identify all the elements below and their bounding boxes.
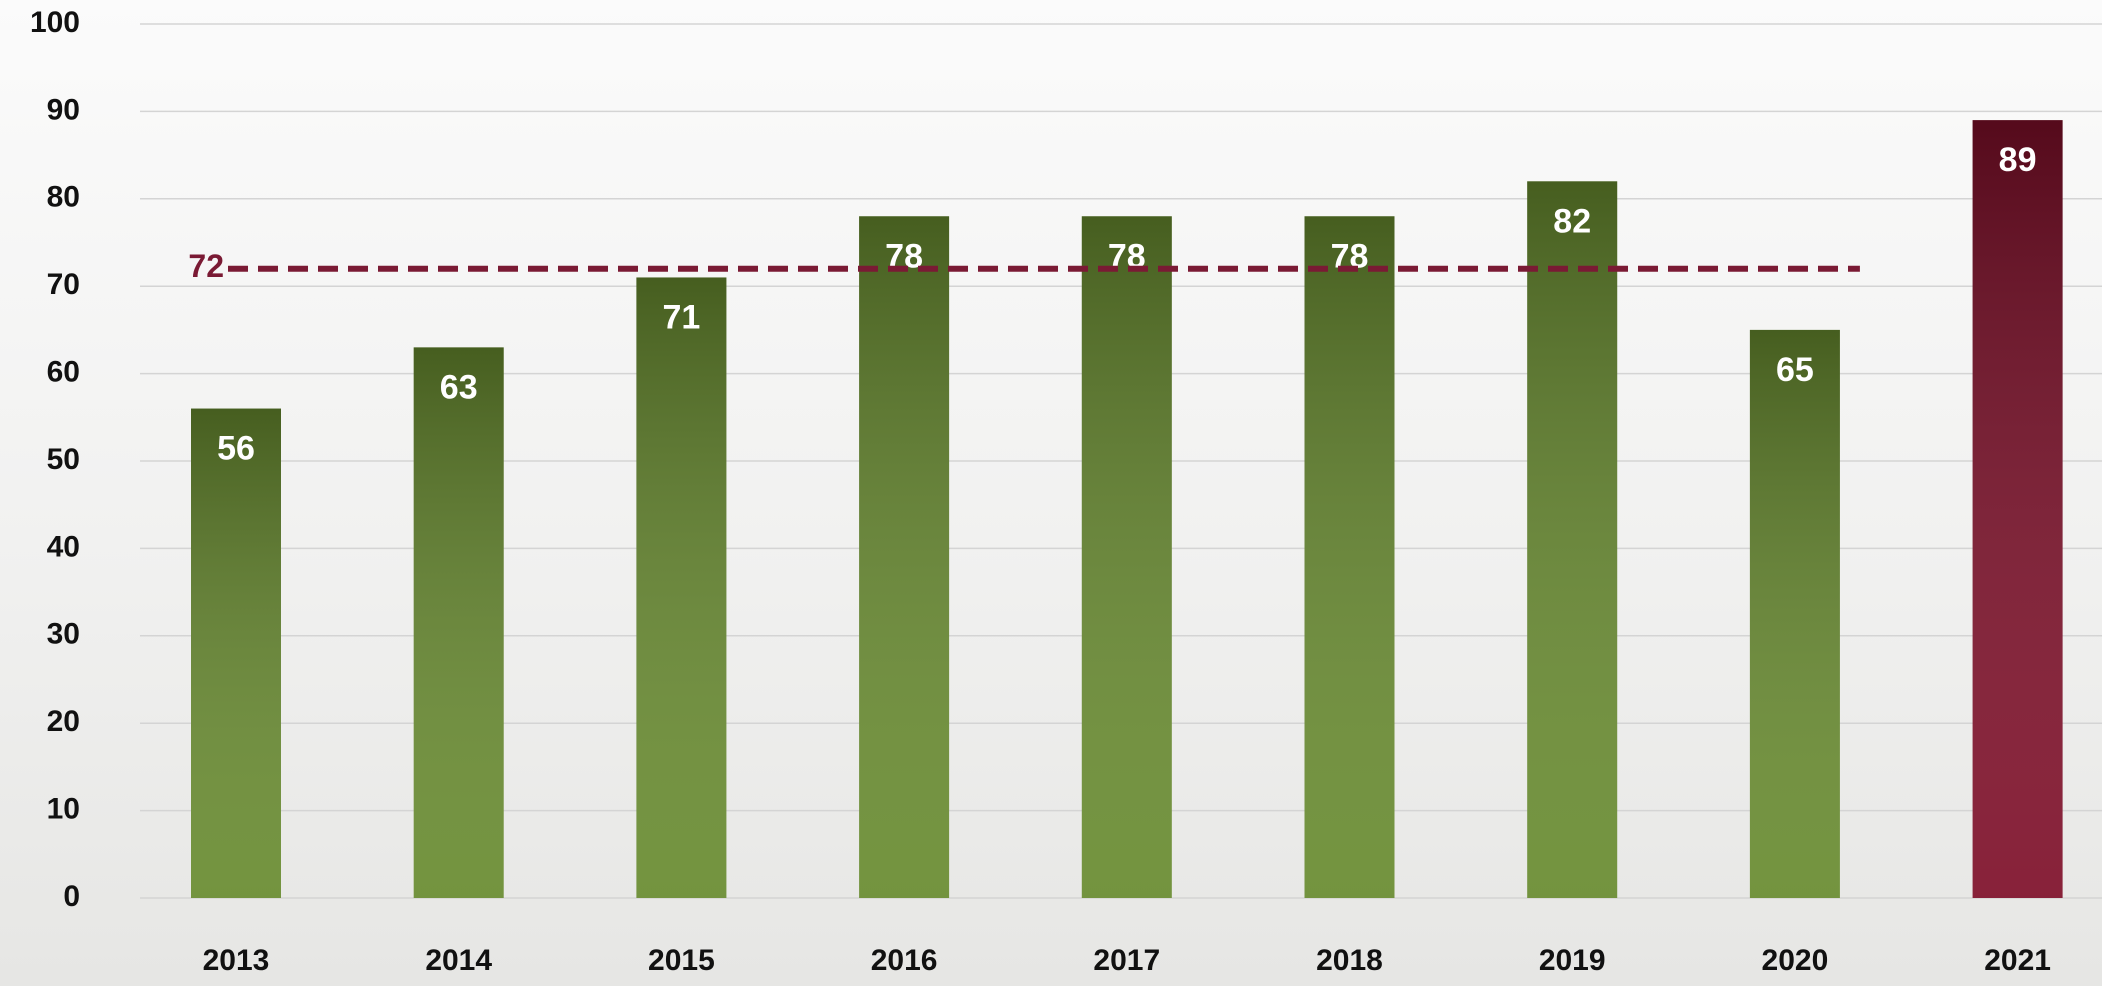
data-label: 63 — [440, 368, 478, 406]
y-tick-label: 20 — [47, 705, 80, 738]
bar-shade — [859, 216, 949, 898]
y-tick-label: 100 — [30, 6, 80, 39]
x-tick-label: 2018 — [1316, 944, 1383, 977]
bar-shade — [414, 347, 504, 898]
x-tick-label: 2013 — [203, 944, 270, 977]
bar-shade — [1082, 216, 1172, 898]
x-tick-label: 2017 — [1093, 944, 1160, 977]
reference-label: 72 — [188, 248, 224, 284]
x-tick-label: 2020 — [1762, 944, 1829, 977]
x-tick-label: 2014 — [425, 944, 492, 977]
y-tick-label: 60 — [47, 356, 80, 389]
data-label: 82 — [1553, 202, 1591, 240]
x-tick-label: 2015 — [648, 944, 715, 977]
y-tick-label: 30 — [47, 618, 80, 651]
bar-shade — [1527, 181, 1617, 898]
y-tick-label: 40 — [47, 530, 80, 563]
y-tick-label: 0 — [63, 880, 80, 913]
data-label: 65 — [1776, 351, 1814, 389]
bar-shade — [1750, 330, 1840, 898]
data-label: 56 — [217, 430, 255, 468]
bar-shade — [1305, 216, 1395, 898]
y-tick-label: 70 — [47, 268, 80, 301]
x-tick-label: 2019 — [1539, 944, 1606, 977]
bar-shade — [191, 409, 281, 898]
x-tick-label: 2016 — [871, 944, 938, 977]
x-tick-label: 2021 — [1984, 944, 2051, 977]
data-label: 89 — [1999, 141, 2037, 179]
bar-shade — [636, 277, 726, 898]
bar-shade — [1973, 120, 2063, 898]
data-label: 71 — [662, 298, 700, 336]
y-tick-label: 10 — [47, 793, 80, 826]
chart: 0 10 20 30 40 50 60 70 80 90 100 2013 56 2014 63 2015 71… — [0, 0, 2102, 986]
y-tick-label: 50 — [47, 443, 80, 476]
y-tick-label: 90 — [47, 93, 80, 126]
y-tick-label: 80 — [47, 181, 80, 214]
